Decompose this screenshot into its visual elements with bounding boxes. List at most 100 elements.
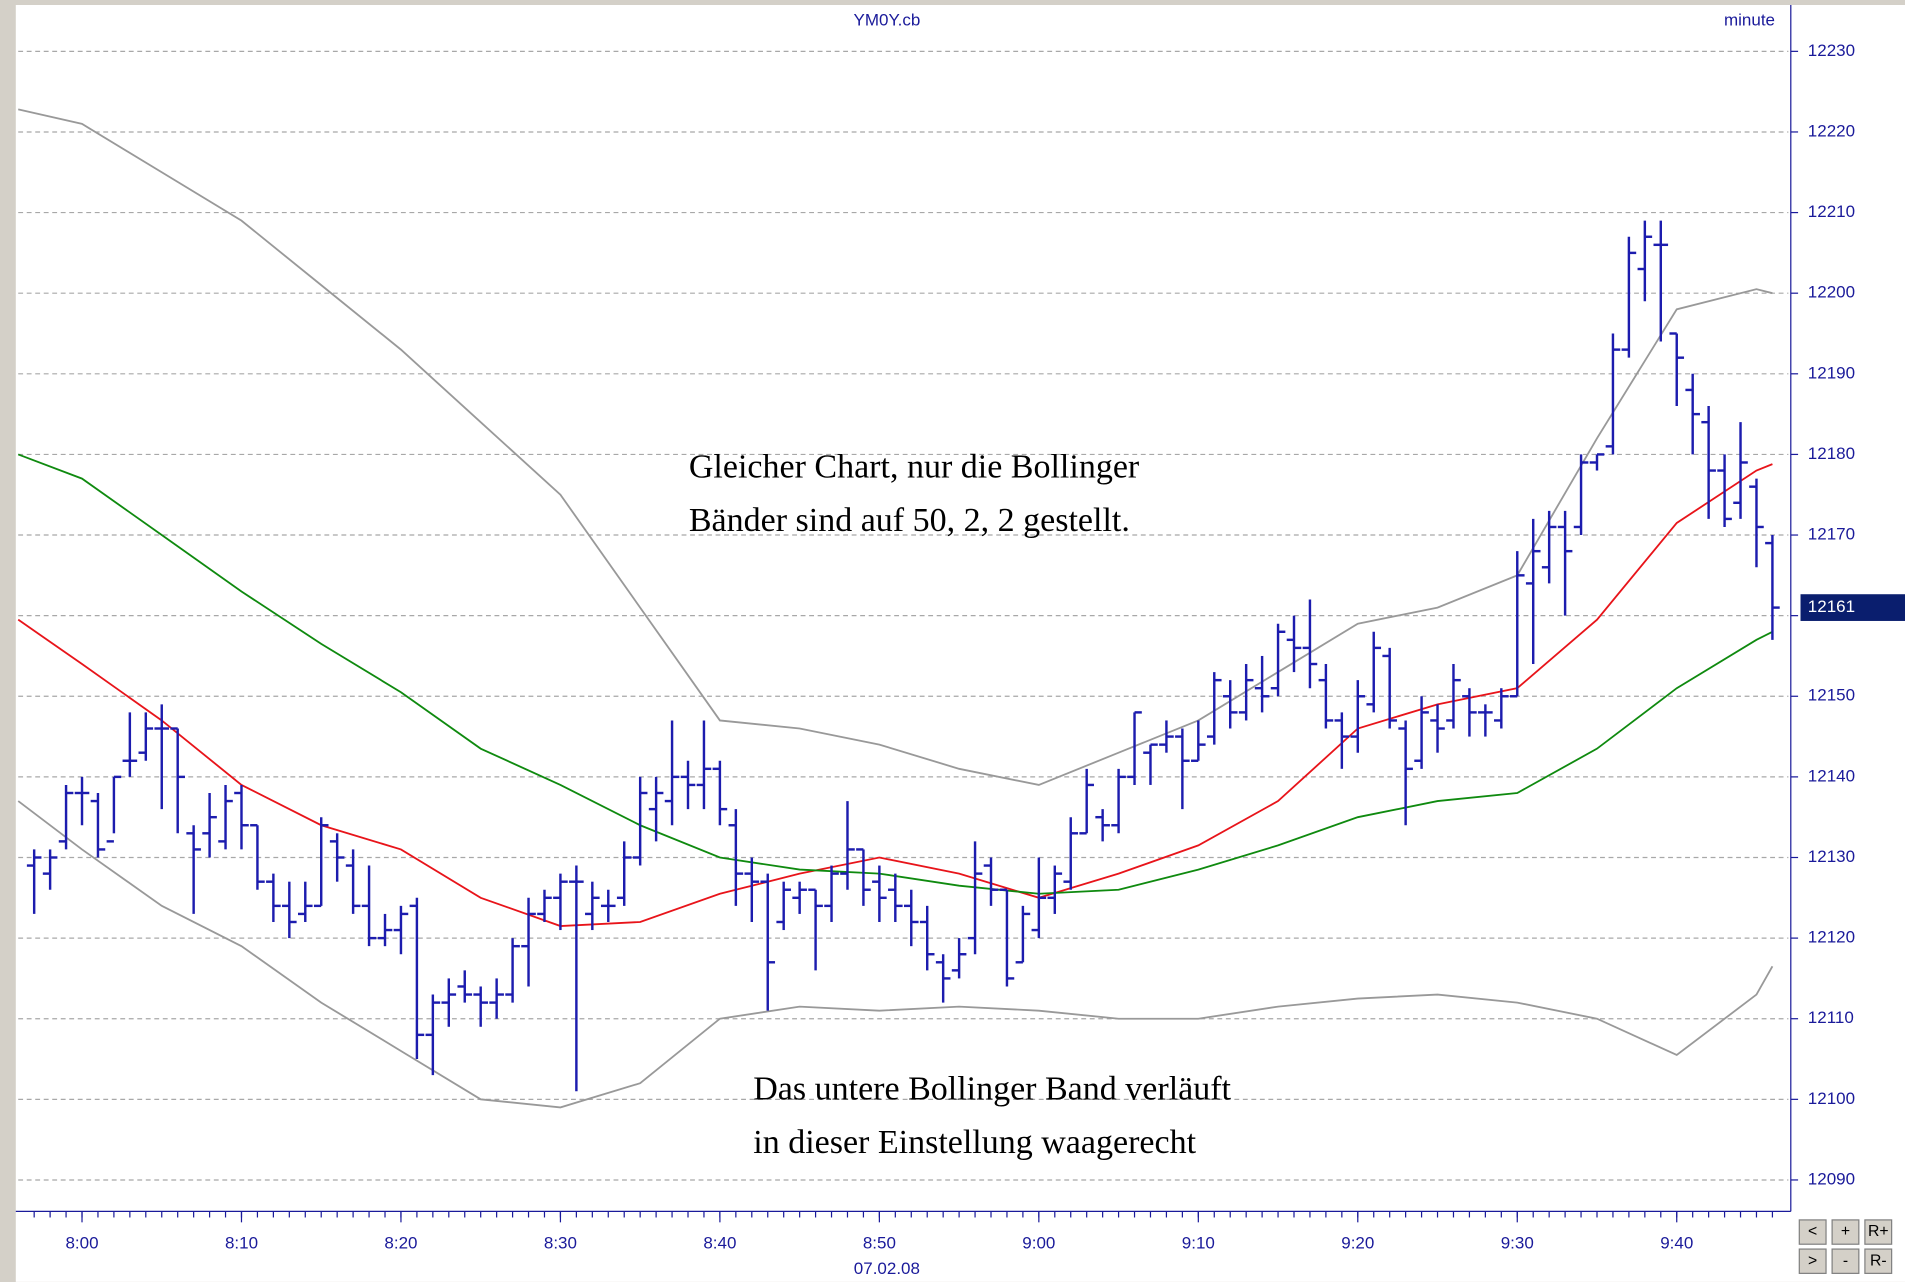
indicator-line (17, 800, 1774, 1109)
ohlc-bar (58, 784, 74, 850)
date-label: 07.02.08 (854, 1259, 920, 1278)
ohlc-bar (1143, 743, 1158, 785)
control-button[interactable]: + (1831, 1219, 1860, 1245)
ohlc-bar (856, 848, 871, 906)
ohlc-bar (345, 849, 361, 914)
ohlc-bar (74, 776, 90, 826)
control-button[interactable]: R- (1864, 1248, 1893, 1274)
ohlc-bar (616, 841, 632, 906)
ohlc-bar (1701, 406, 1716, 519)
ohlc-bar (903, 889, 919, 947)
x-tick-label: 9:40 (1660, 1234, 1693, 1253)
chart-title: YM0Y.cb (854, 10, 921, 29)
button-face (1798, 1219, 1827, 1245)
button-face (1864, 1219, 1893, 1245)
ohlc-bar (1334, 712, 1350, 769)
ohlc-bar (967, 841, 983, 955)
chart-background (15, 4, 1905, 1282)
last-price-label: 12161 (1808, 597, 1855, 616)
ohlc-bar (26, 849, 42, 914)
ohlc-bar (776, 881, 791, 931)
button-face (1864, 1248, 1893, 1274)
x-tick-label: 8:10 (225, 1234, 258, 1253)
ohlc-bar (1525, 518, 1541, 665)
y-tick-label: 12170 (1808, 525, 1855, 544)
ohlc-bar (361, 865, 377, 947)
y-tick-label: 12150 (1808, 686, 1855, 705)
ohlc-bar (521, 897, 536, 987)
ohlc-bar (441, 978, 457, 1027)
ohlc-bar (1653, 220, 1669, 342)
ohlc-bar (600, 889, 616, 922)
button-face (1831, 1248, 1860, 1274)
ohlc-bar (1462, 688, 1477, 737)
ohlc-bar (1222, 680, 1238, 729)
ohlc-bar (1238, 664, 1254, 721)
annotation: in dieser Einstellung waagerecht (753, 1124, 1196, 1161)
ohlc-bar (760, 873, 776, 1011)
ohlc-bar (170, 727, 185, 834)
ohlc-bar (313, 817, 329, 908)
ohlc-bar (951, 938, 967, 979)
button-label: > (1808, 1252, 1817, 1269)
ohlc-bar (1191, 720, 1206, 762)
control-button[interactable]: < (1798, 1219, 1827, 1245)
x-tick-label: 8:40 (703, 1234, 736, 1253)
ohlc-bar (712, 760, 728, 826)
y-tick-label: 12180 (1808, 444, 1855, 463)
y-tick-label: 12120 (1808, 928, 1855, 947)
ohlc-bar (266, 873, 281, 922)
ohlc-bar (537, 889, 552, 922)
ohlc-bar (377, 913, 393, 947)
ohlc-bar (983, 857, 999, 906)
ohlc-bar (1494, 688, 1509, 729)
interval-label: minute (1724, 10, 1775, 29)
button-label: R+ (1868, 1223, 1889, 1240)
y-tick-label: 12200 (1808, 283, 1855, 302)
ohlc-bar (792, 881, 807, 914)
ohlc-bar (1206, 672, 1222, 745)
ohlc-bar (1286, 615, 1302, 673)
control-button[interactable]: R+ (1864, 1219, 1893, 1245)
ohlc-bar (999, 888, 1015, 987)
ohlc-bar (1047, 865, 1063, 914)
button-face (1798, 1248, 1827, 1274)
ohlc-bar (1350, 680, 1366, 753)
ohlc-bar (425, 994, 441, 1076)
indicator-line (17, 463, 1773, 927)
ohlc-bar (664, 720, 680, 826)
x-tick-label: 8:00 (65, 1234, 98, 1253)
ohlc-bar (888, 873, 903, 922)
control-button[interactable]: - (1831, 1248, 1860, 1274)
ohlc-bar (489, 978, 504, 1019)
control-button[interactable]: > (1798, 1248, 1827, 1274)
ohlc-bar (154, 704, 170, 810)
ohlc-bar (1015, 905, 1031, 964)
ohlc-bar (1079, 768, 1094, 835)
ohlc-bar (218, 784, 233, 850)
ohlc-bar (297, 881, 313, 922)
x-tick-label: 8:20 (384, 1234, 417, 1253)
ohlc-bar (1430, 704, 1445, 753)
ohlc-bar (250, 824, 265, 890)
ohlc-bar (1685, 373, 1700, 455)
ohlc-bar (1063, 817, 1079, 890)
ohlc-bar (457, 970, 473, 1003)
annotation: Gleicher Chart, nur die Bollinger (689, 449, 1140, 486)
y-tick-label: 12100 (1808, 1089, 1855, 1108)
ohlc-bar (1302, 599, 1318, 689)
ohlc-bar (1637, 220, 1653, 302)
x-tick-label: 9:30 (1501, 1234, 1534, 1253)
ohlc-bar (840, 801, 855, 890)
y-tick-label: 12210 (1808, 202, 1855, 221)
ohlc-bar (234, 784, 249, 850)
ohlc-bar (202, 793, 217, 858)
ohlc-bar (1175, 728, 1190, 810)
ohlc-bar (1254, 655, 1270, 713)
ohlc-bar (1159, 720, 1174, 753)
ohlc-bar (329, 833, 345, 882)
ohlc-bar (1366, 631, 1382, 713)
ohlc-bar (553, 873, 568, 931)
ohlc-bar (1270, 623, 1286, 697)
x-tick-label: 9:00 (1022, 1234, 1055, 1253)
